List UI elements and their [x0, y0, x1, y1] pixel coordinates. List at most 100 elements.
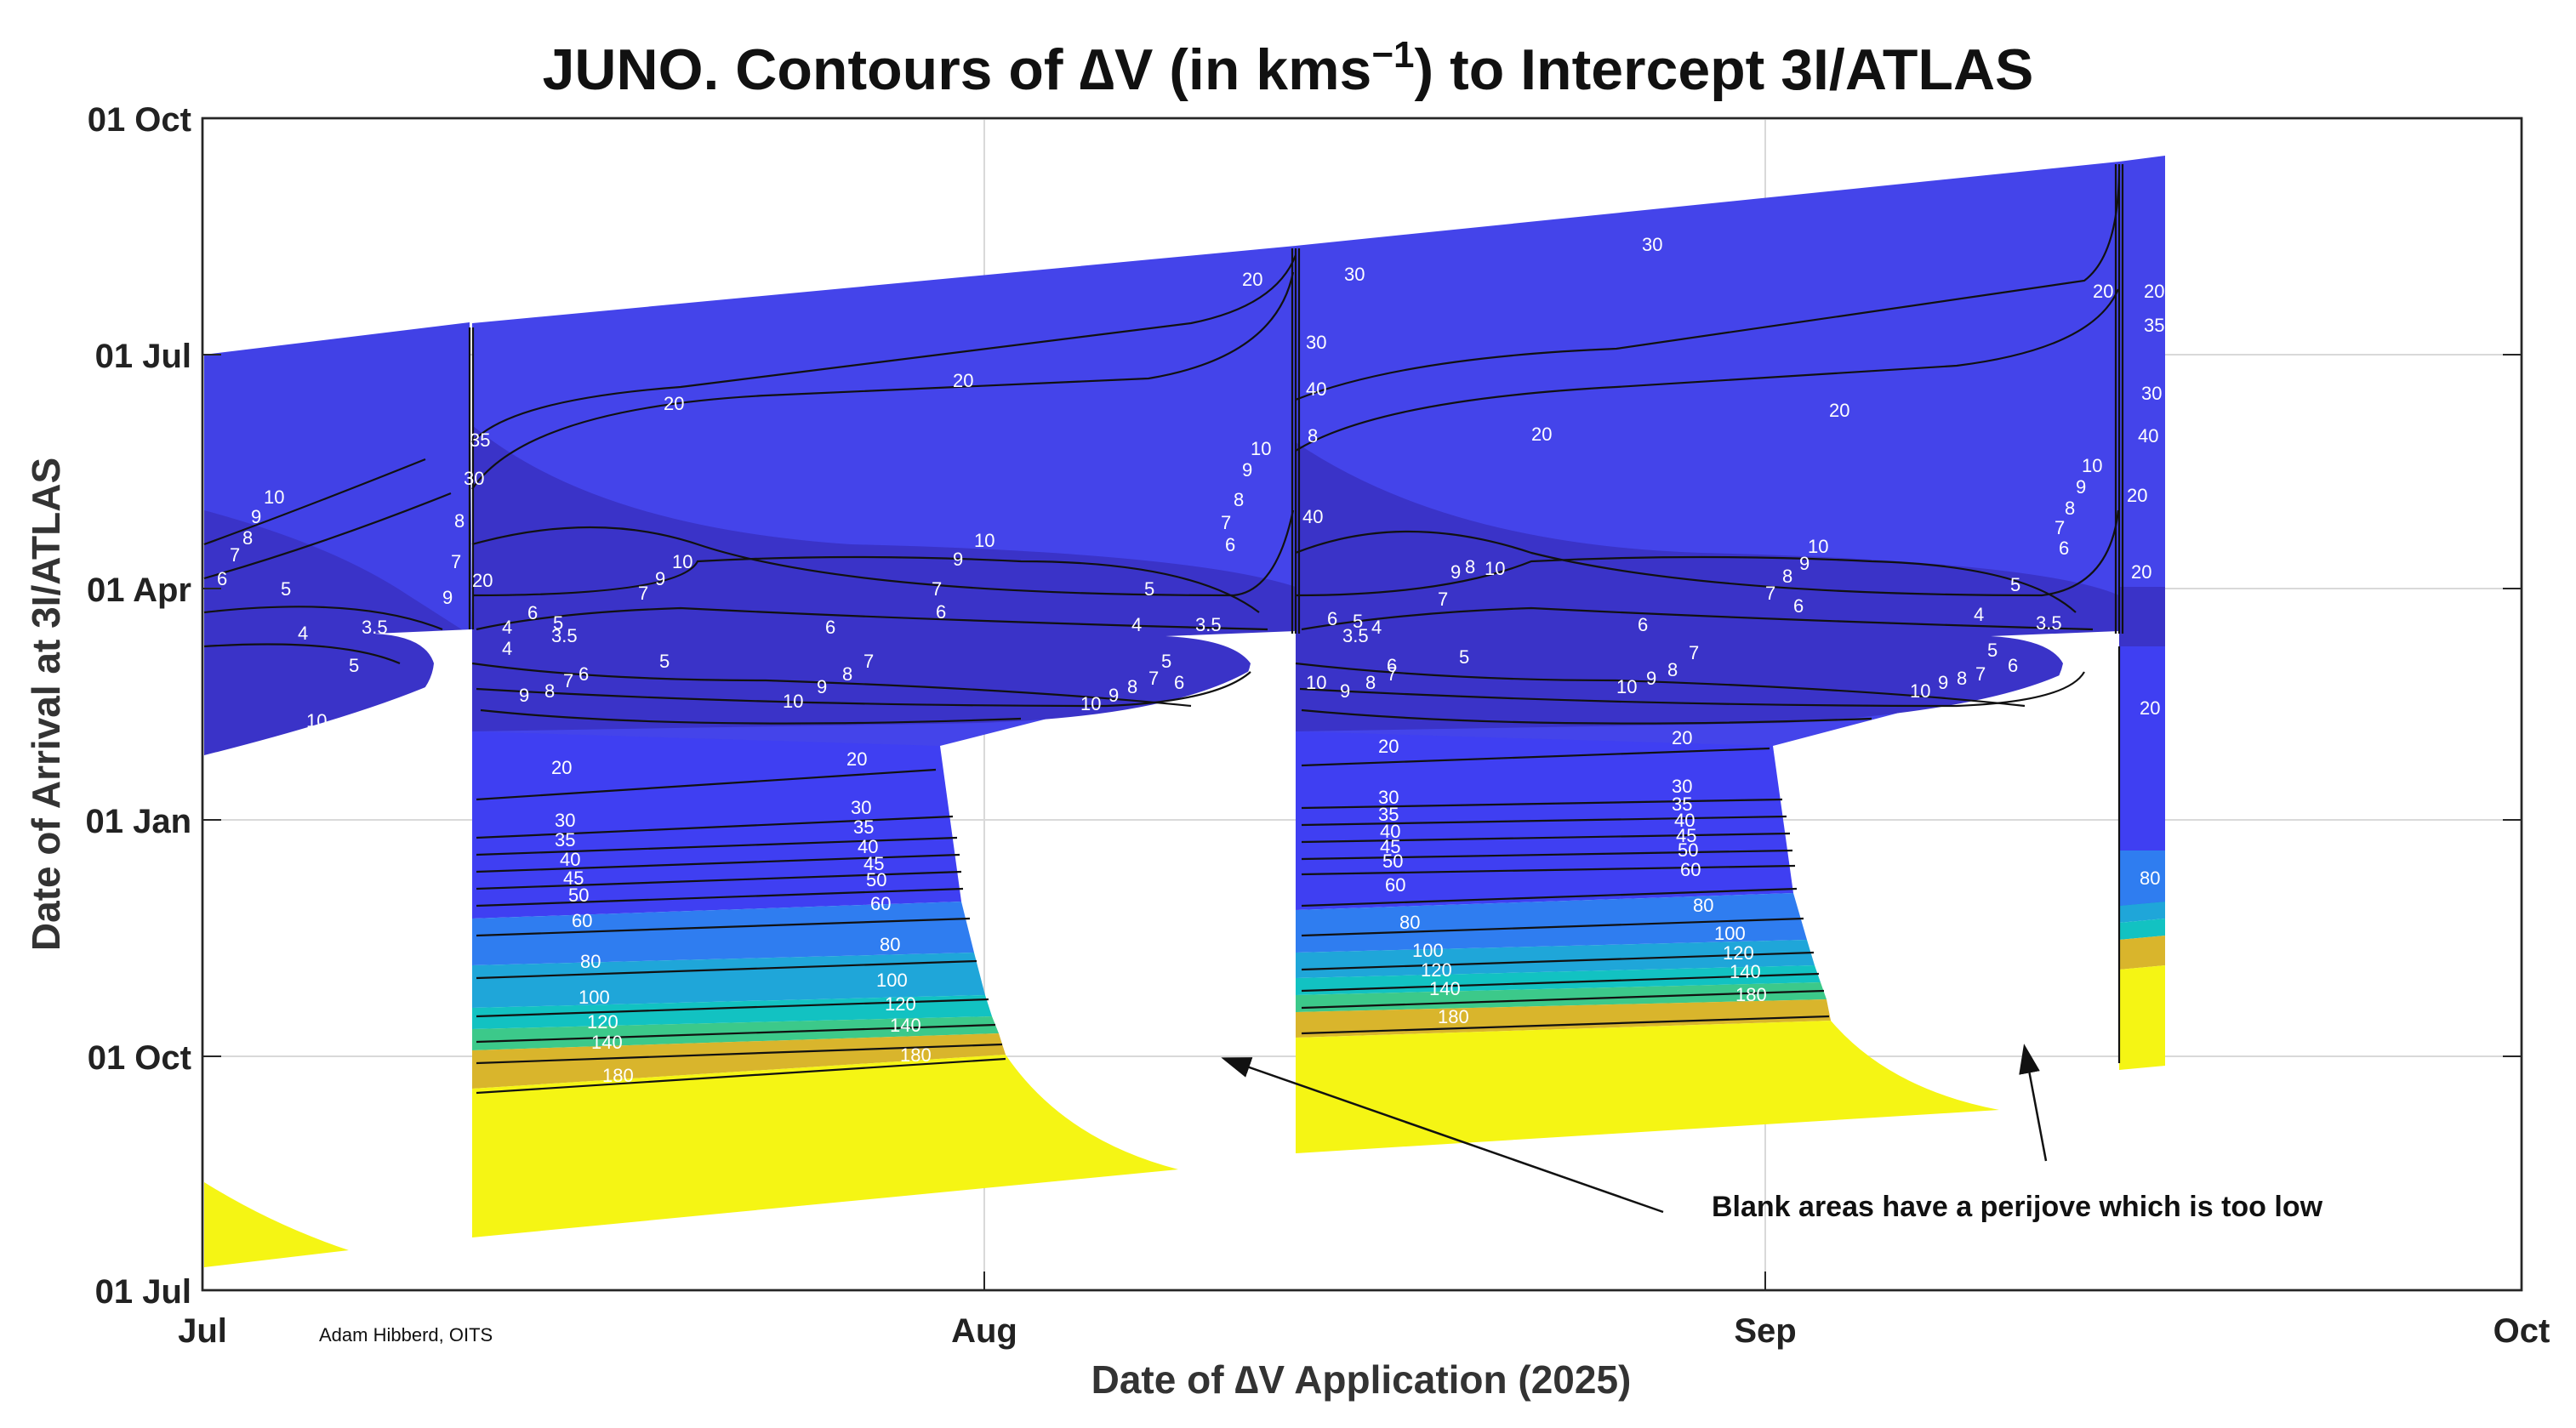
svg-text:10: 10: [783, 691, 803, 712]
svg-text:20: 20: [2140, 697, 2160, 719]
svg-text:9: 9: [519, 685, 529, 706]
svg-text:35: 35: [1378, 804, 1399, 825]
svg-text:30: 30: [1672, 776, 1692, 797]
x-axis-label: Date of ∆V Application (2025): [1091, 1357, 1632, 1402]
svg-text:140: 140: [591, 1032, 623, 1053]
svg-text:40: 40: [858, 836, 878, 857]
svg-text:30: 30: [1378, 787, 1399, 808]
region-band1-blue: [472, 731, 961, 919]
svg-text:7: 7: [1975, 663, 1986, 685]
svg-text:6: 6: [1327, 608, 1337, 629]
region-band2-lowdv: [1296, 442, 2119, 731]
contour-labels: 20 20 20 20 20 30 30 20 10 9 8 7 6 5 4 3…: [217, 234, 2164, 1086]
svg-text:10: 10: [264, 486, 284, 508]
svg-text:20: 20: [1242, 269, 1262, 290]
svg-text:9: 9: [655, 568, 665, 589]
svg-text:20: 20: [846, 748, 867, 770]
svg-text:01 Jul: 01 Jul: [95, 338, 191, 375]
svg-text:180: 180: [1735, 984, 1767, 1005]
region-band3-orange: [2119, 936, 2165, 970]
svg-text:10: 10: [2082, 455, 2102, 476]
region-band3-lightblue: [2119, 851, 2165, 906]
svg-text:5: 5: [1987, 640, 1998, 661]
blank-notch-band1: [1165, 631, 1296, 730]
arrow-right: [2019, 1044, 2048, 1162]
svg-text:10: 10: [1080, 693, 1101, 714]
svg-text:5: 5: [1459, 646, 1469, 668]
svg-text:100: 100: [1714, 923, 1746, 944]
tick-marks: [202, 354, 2522, 1290]
svg-text:7: 7: [230, 544, 240, 566]
svg-text:20: 20: [1672, 727, 1692, 748]
svg-text:7: 7: [638, 583, 648, 604]
svg-text:30: 30: [1306, 332, 1326, 353]
svg-text:9: 9: [1938, 672, 1948, 693]
svg-text:8: 8: [1308, 425, 1318, 447]
svg-text:80: 80: [2140, 868, 2160, 889]
svg-text:100: 100: [876, 970, 908, 991]
svg-text:30: 30: [851, 797, 871, 818]
svg-text:5: 5: [659, 651, 670, 672]
y-tick-labels: 01 Jul 01 Oct 01 Jan 01 Apr 01 Jul 01 Oc…: [85, 101, 191, 1311]
svg-text:60: 60: [870, 893, 891, 914]
region-band3-teal: [2119, 919, 2165, 940]
svg-text:7: 7: [1438, 589, 1448, 610]
svg-text:6: 6: [217, 568, 227, 589]
svg-text:9: 9: [1799, 553, 1809, 574]
svg-text:6: 6: [527, 602, 538, 623]
svg-text:10: 10: [1910, 680, 1930, 702]
region-band1-yellow: [472, 1055, 1178, 1237]
svg-text:5: 5: [1353, 611, 1363, 632]
svg-text:180: 180: [900, 1044, 932, 1066]
svg-text:7: 7: [2055, 517, 2065, 538]
svg-text:40: 40: [1674, 810, 1695, 831]
svg-text:20: 20: [953, 370, 973, 391]
svg-text:8: 8: [842, 663, 852, 685]
region-left-lowdv: [204, 510, 472, 755]
svg-text:8: 8: [1957, 668, 1967, 689]
svg-text:4: 4: [1974, 604, 1984, 625]
blank-notch-left: [357, 629, 472, 733]
svg-text:01 Jan: 01 Jan: [85, 803, 191, 840]
blank-notch-band2: [1982, 631, 2119, 730]
svg-text:20: 20: [664, 393, 684, 414]
svg-text:8: 8: [1365, 672, 1376, 693]
svg-text:8: 8: [2065, 498, 2075, 519]
svg-text:45: 45: [1380, 836, 1400, 857]
region-band2-orange: [1296, 999, 1831, 1038]
title-superscript: −1: [1371, 34, 1414, 76]
svg-text:20: 20: [1531, 424, 1552, 445]
svg-text:10: 10: [1485, 558, 1505, 579]
svg-text:40: 40: [560, 849, 580, 870]
svg-text:50: 50: [1382, 851, 1403, 872]
svg-text:9: 9: [1340, 680, 1350, 702]
svg-text:9: 9: [442, 587, 453, 608]
svg-text:5: 5: [281, 578, 291, 600]
svg-text:35: 35: [1672, 794, 1692, 815]
svg-text:8: 8: [1234, 489, 1244, 510]
svg-text:80: 80: [1693, 895, 1713, 916]
svg-text:35: 35: [470, 430, 490, 451]
region-band1-cyan: [472, 953, 985, 1008]
svg-text:01 Oct: 01 Oct: [88, 1039, 191, 1077]
region-band3-lowdv: [2119, 587, 2165, 646]
svg-text:20: 20: [2131, 561, 2151, 583]
svg-text:Oct: Oct: [2493, 1312, 2550, 1350]
svg-text:30: 30: [1642, 234, 1662, 255]
svg-text:80: 80: [580, 951, 601, 972]
svg-text:140: 140: [1730, 961, 1761, 982]
svg-text:10: 10: [1251, 438, 1271, 459]
svg-text:6: 6: [578, 663, 589, 685]
chart-title: JUNO. Contours of ∆V (in kms−1) to Inter…: [543, 34, 2034, 102]
svg-text:40: 40: [1380, 821, 1400, 842]
svg-text:9: 9: [251, 506, 261, 527]
region-band2-green: [1296, 982, 1827, 1012]
svg-text:140: 140: [890, 1015, 921, 1036]
svg-text:4: 4: [298, 623, 308, 644]
svg-text:8: 8: [1782, 566, 1792, 587]
svg-text:20: 20: [1378, 736, 1399, 757]
svg-text:8: 8: [544, 680, 555, 702]
svg-text:10: 10: [306, 710, 327, 731]
svg-text:40: 40: [1306, 378, 1326, 400]
svg-text:5: 5: [1161, 651, 1171, 672]
